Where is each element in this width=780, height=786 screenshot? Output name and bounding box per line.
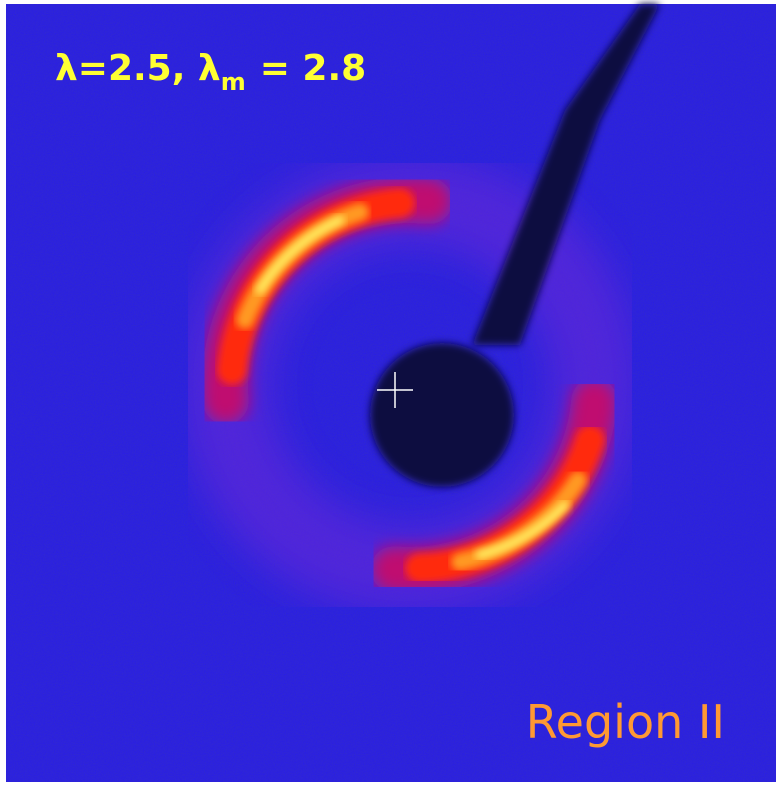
lambda-main: λ=2.5, λ <box>55 48 221 89</box>
scattering-image: λ=2.5, λm = 2.8 Region II <box>0 0 780 786</box>
lambda-subscript: m <box>221 68 246 96</box>
lambda-rest: = 2.8 <box>260 48 366 89</box>
region-label: Region II <box>526 695 725 749</box>
lambda-label: λ=2.5, λm = 2.8 <box>55 48 366 96</box>
page: λ=2.5, λm= 2.8 Region II (() => { const … <box>0 0 780 786</box>
